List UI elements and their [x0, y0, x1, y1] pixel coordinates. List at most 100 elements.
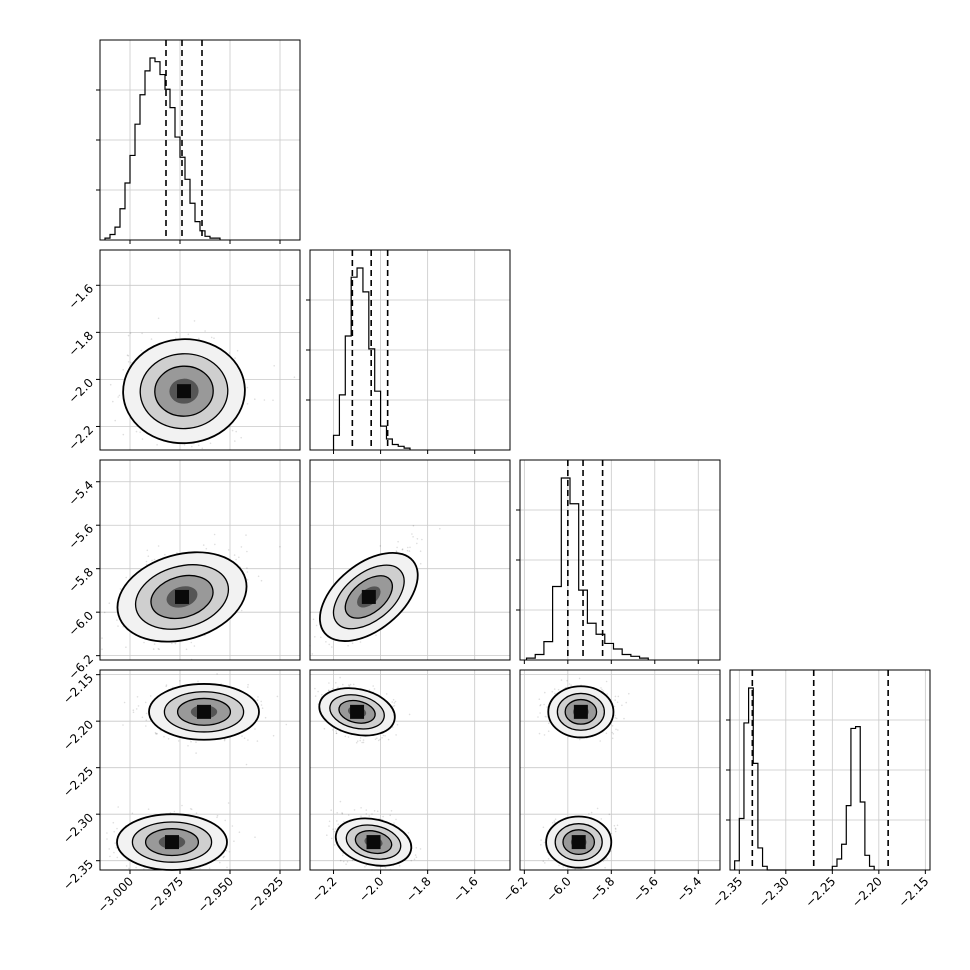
sample-point — [547, 730, 550, 732]
sample-point — [241, 735, 243, 737]
sample-point — [113, 830, 115, 833]
sample-point — [225, 849, 228, 852]
sample-point — [413, 858, 416, 861]
sample-point — [116, 856, 119, 859]
sample-point — [342, 683, 344, 686]
sample-point — [246, 571, 249, 573]
sample-point — [122, 369, 124, 371]
sample-point — [333, 830, 336, 833]
sample-point — [606, 693, 609, 695]
sample-point — [263, 399, 266, 401]
sample-point — [135, 866, 137, 869]
sample-point — [261, 707, 264, 709]
sample-point — [112, 400, 114, 403]
sample-point — [414, 854, 417, 856]
sample-point — [391, 701, 394, 703]
sample-point — [600, 687, 602, 689]
sample-point — [122, 433, 125, 436]
sample-point — [372, 685, 375, 687]
sample-point — [132, 711, 135, 714]
sample-point — [223, 855, 226, 858]
sample-point — [144, 701, 147, 704]
histogram-step — [734, 687, 875, 871]
sample-point — [385, 693, 388, 695]
sample-point — [247, 686, 249, 688]
sample-point — [193, 645, 196, 647]
sample-point — [334, 828, 337, 830]
sample-point — [213, 337, 215, 340]
sample-point — [337, 686, 339, 689]
sample-point — [326, 834, 328, 836]
sample-point — [311, 653, 314, 655]
sample-point — [126, 354, 129, 357]
sample-point — [132, 709, 135, 711]
histogram-step — [332, 267, 411, 450]
sample-point — [234, 440, 236, 442]
sample-point — [579, 738, 581, 741]
sample-point — [156, 444, 158, 446]
sample-point — [356, 740, 359, 742]
sample-point — [174, 642, 177, 645]
sample-point — [384, 866, 387, 869]
sample-point — [376, 810, 379, 813]
sample-point — [101, 648, 103, 650]
sample-point — [165, 685, 167, 688]
sample-point — [347, 736, 350, 738]
sample-point — [106, 832, 108, 834]
density-peak — [165, 835, 179, 850]
sample-point — [416, 542, 418, 545]
sample-point — [377, 739, 380, 742]
sample-point — [339, 676, 341, 679]
sample-point — [181, 804, 183, 807]
sample-point — [165, 684, 168, 686]
sample-point — [197, 444, 200, 447]
sample-point — [362, 741, 365, 744]
sample-point — [238, 556, 240, 559]
sample-point — [216, 673, 218, 675]
sample-point — [346, 860, 349, 863]
sample-point — [359, 739, 362, 742]
sample-point — [116, 619, 118, 621]
sample-point — [317, 690, 319, 693]
sample-point — [127, 361, 130, 363]
sample-point — [409, 546, 411, 549]
sample-point — [411, 533, 413, 535]
sample-point — [158, 648, 160, 651]
sample-point — [173, 810, 176, 813]
sample-point — [273, 365, 276, 367]
sample-point — [392, 705, 394, 708]
sample-point — [373, 810, 376, 812]
sample-point — [135, 708, 138, 710]
sample-point — [384, 735, 386, 737]
density-peak — [177, 384, 191, 399]
scatter-panel — [99, 249, 301, 451]
sample-point — [235, 430, 237, 433]
sample-point — [191, 445, 193, 448]
sample-point — [143, 641, 145, 644]
sample-point — [320, 636, 322, 639]
sample-point — [228, 851, 231, 853]
sample-point — [387, 738, 390, 741]
sample-point — [260, 700, 263, 703]
scatter-panel — [99, 459, 301, 661]
sample-point — [349, 683, 352, 686]
sample-point — [243, 737, 246, 739]
sample-point — [256, 740, 259, 742]
sample-point — [202, 544, 205, 546]
sample-point — [285, 723, 288, 726]
sample-point — [183, 444, 186, 446]
sample-point — [551, 690, 554, 693]
sample-point — [246, 550, 248, 553]
sample-point — [410, 859, 413, 862]
sample-point — [379, 738, 381, 741]
sample-point — [279, 545, 281, 548]
sample-point — [113, 851, 115, 854]
sample-point — [129, 332, 132, 334]
sample-point — [328, 689, 330, 692]
sample-point — [332, 828, 334, 830]
sample-point — [197, 680, 199, 683]
sample-point — [392, 698, 395, 701]
sample-point — [373, 688, 376, 690]
panel-frame — [99, 459, 301, 661]
sample-point — [419, 550, 422, 552]
